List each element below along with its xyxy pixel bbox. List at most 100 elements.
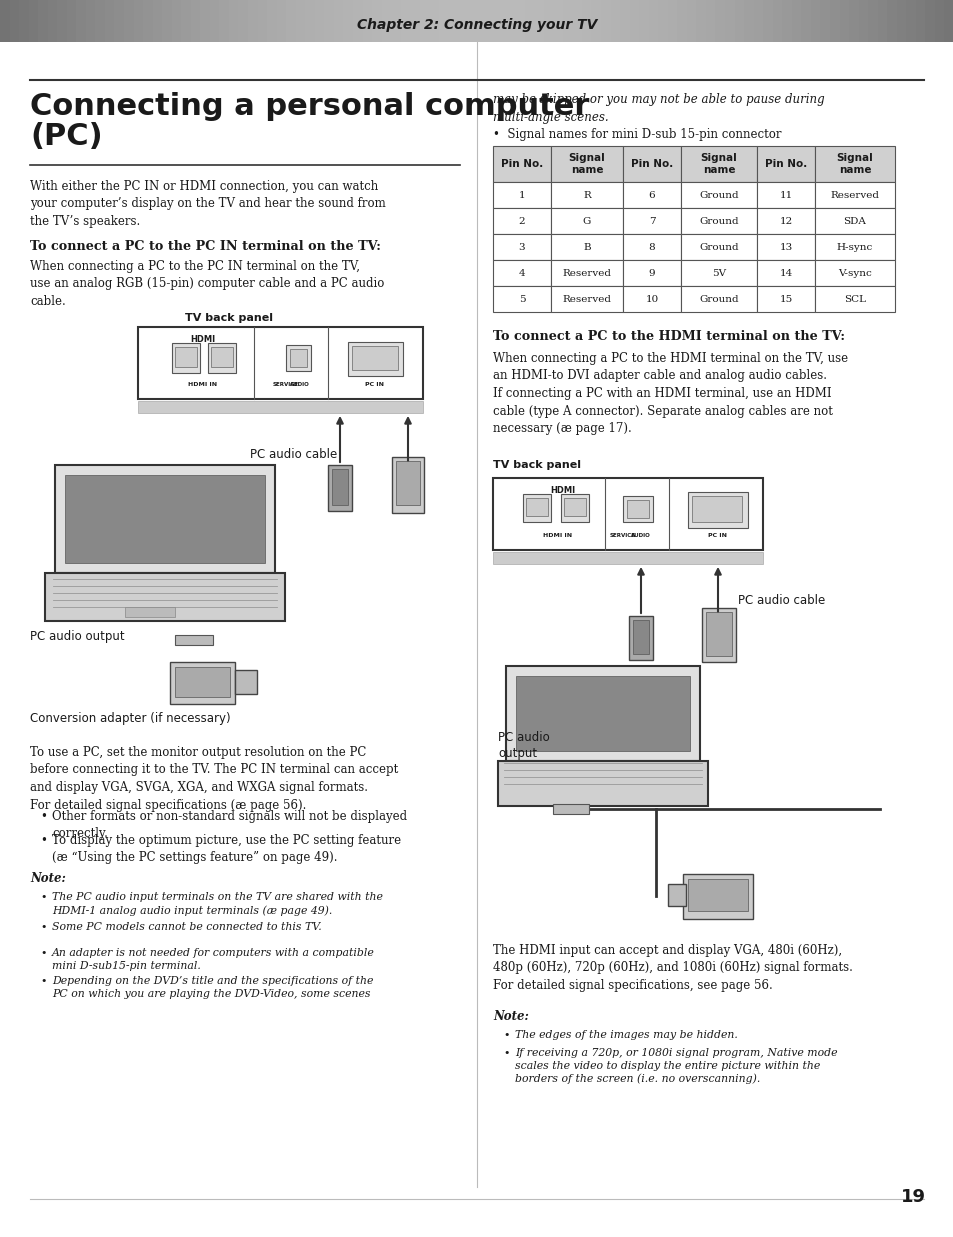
Text: 1: 1: [518, 190, 525, 199]
Bar: [114, 0, 125, 42]
Bar: [943, 0, 953, 42]
Bar: [667, 884, 685, 905]
Text: Connecting a personal computer: Connecting a personal computer: [30, 92, 589, 121]
Text: SERVICE: SERVICE: [609, 533, 636, 538]
Bar: [791, 0, 801, 42]
Bar: [563, 499, 585, 516]
Text: 7: 7: [648, 216, 655, 225]
Bar: [362, 0, 373, 42]
Bar: [172, 0, 182, 42]
Bar: [691, 496, 741, 522]
Bar: [622, 496, 652, 522]
Text: PC IN: PC IN: [708, 533, 727, 538]
Text: 12: 12: [779, 216, 792, 225]
Bar: [286, 0, 296, 42]
Bar: [138, 401, 422, 413]
Bar: [505, 0, 516, 42]
Text: SDA: SDA: [842, 216, 865, 225]
Bar: [493, 477, 762, 550]
Text: Ground: Ground: [699, 216, 738, 225]
Bar: [372, 0, 382, 42]
Bar: [174, 667, 230, 696]
Bar: [457, 0, 468, 42]
Bar: [560, 494, 588, 522]
Bar: [219, 0, 230, 42]
Bar: [628, 616, 652, 661]
Bar: [152, 0, 163, 42]
Text: PC audio output: PC audio output: [30, 630, 125, 643]
Bar: [524, 0, 535, 42]
Bar: [680, 234, 757, 260]
Text: R: R: [582, 190, 590, 199]
Bar: [0, 0, 10, 42]
Bar: [332, 469, 348, 505]
Bar: [143, 0, 153, 42]
Bar: [496, 0, 506, 42]
Bar: [305, 0, 315, 42]
Text: 19: 19: [900, 1188, 925, 1206]
Text: •: •: [40, 810, 47, 823]
Bar: [553, 804, 588, 814]
Text: Signal
name: Signal name: [700, 153, 737, 174]
Text: 9: 9: [648, 268, 655, 277]
Bar: [86, 0, 96, 42]
Text: To use a PC, set the monitor output resolution on the PC
before connecting it to: To use a PC, set the monitor output reso…: [30, 746, 397, 811]
Bar: [687, 880, 747, 910]
Bar: [829, 0, 840, 42]
Bar: [324, 0, 335, 42]
Text: 5: 5: [518, 294, 525, 303]
Bar: [162, 0, 172, 42]
Text: may be skipped or you may not be able to pause during
multi-angle scenes.: may be skipped or you may not be able to…: [493, 93, 823, 124]
Bar: [757, 208, 814, 234]
Bar: [814, 182, 894, 208]
Bar: [622, 182, 680, 208]
Bar: [629, 0, 639, 42]
Bar: [814, 146, 894, 182]
Bar: [286, 345, 311, 371]
Bar: [38, 0, 49, 42]
Text: 10: 10: [644, 294, 658, 303]
Bar: [391, 0, 401, 42]
Bar: [743, 0, 754, 42]
Bar: [125, 607, 174, 617]
Bar: [438, 0, 449, 42]
Text: SERVICE: SERVICE: [273, 382, 298, 387]
Bar: [551, 146, 622, 182]
Bar: [334, 0, 344, 42]
Bar: [516, 675, 689, 751]
Text: (PC): (PC): [30, 122, 103, 151]
Bar: [234, 670, 256, 694]
Bar: [626, 500, 648, 518]
Text: •: •: [40, 976, 47, 986]
Bar: [10, 0, 20, 42]
Bar: [867, 0, 878, 42]
Bar: [45, 573, 285, 621]
Bar: [522, 494, 551, 522]
Bar: [238, 0, 249, 42]
Bar: [353, 0, 363, 42]
Bar: [734, 0, 744, 42]
Bar: [680, 146, 757, 182]
Bar: [486, 0, 497, 42]
Bar: [781, 0, 792, 42]
Bar: [400, 0, 411, 42]
Bar: [680, 182, 757, 208]
Bar: [493, 286, 551, 312]
Text: To connect a PC to the HDMI terminal on the TV:: To connect a PC to the HDMI terminal on …: [493, 330, 844, 343]
Bar: [419, 0, 430, 42]
Text: AUDIO: AUDIO: [631, 533, 650, 538]
Bar: [276, 0, 287, 42]
Bar: [55, 465, 274, 573]
Text: Reserved: Reserved: [830, 190, 879, 199]
Bar: [551, 182, 622, 208]
Text: Some PC models cannot be connected to this TV.: Some PC models cannot be connected to th…: [52, 922, 321, 931]
Bar: [562, 0, 573, 42]
Bar: [658, 0, 668, 42]
Text: •: •: [40, 948, 47, 957]
Bar: [174, 348, 196, 367]
Bar: [200, 0, 211, 42]
Text: Signal
name: Signal name: [836, 153, 872, 174]
Text: Ground: Ground: [699, 242, 738, 251]
Bar: [211, 348, 233, 367]
Bar: [648, 0, 659, 42]
